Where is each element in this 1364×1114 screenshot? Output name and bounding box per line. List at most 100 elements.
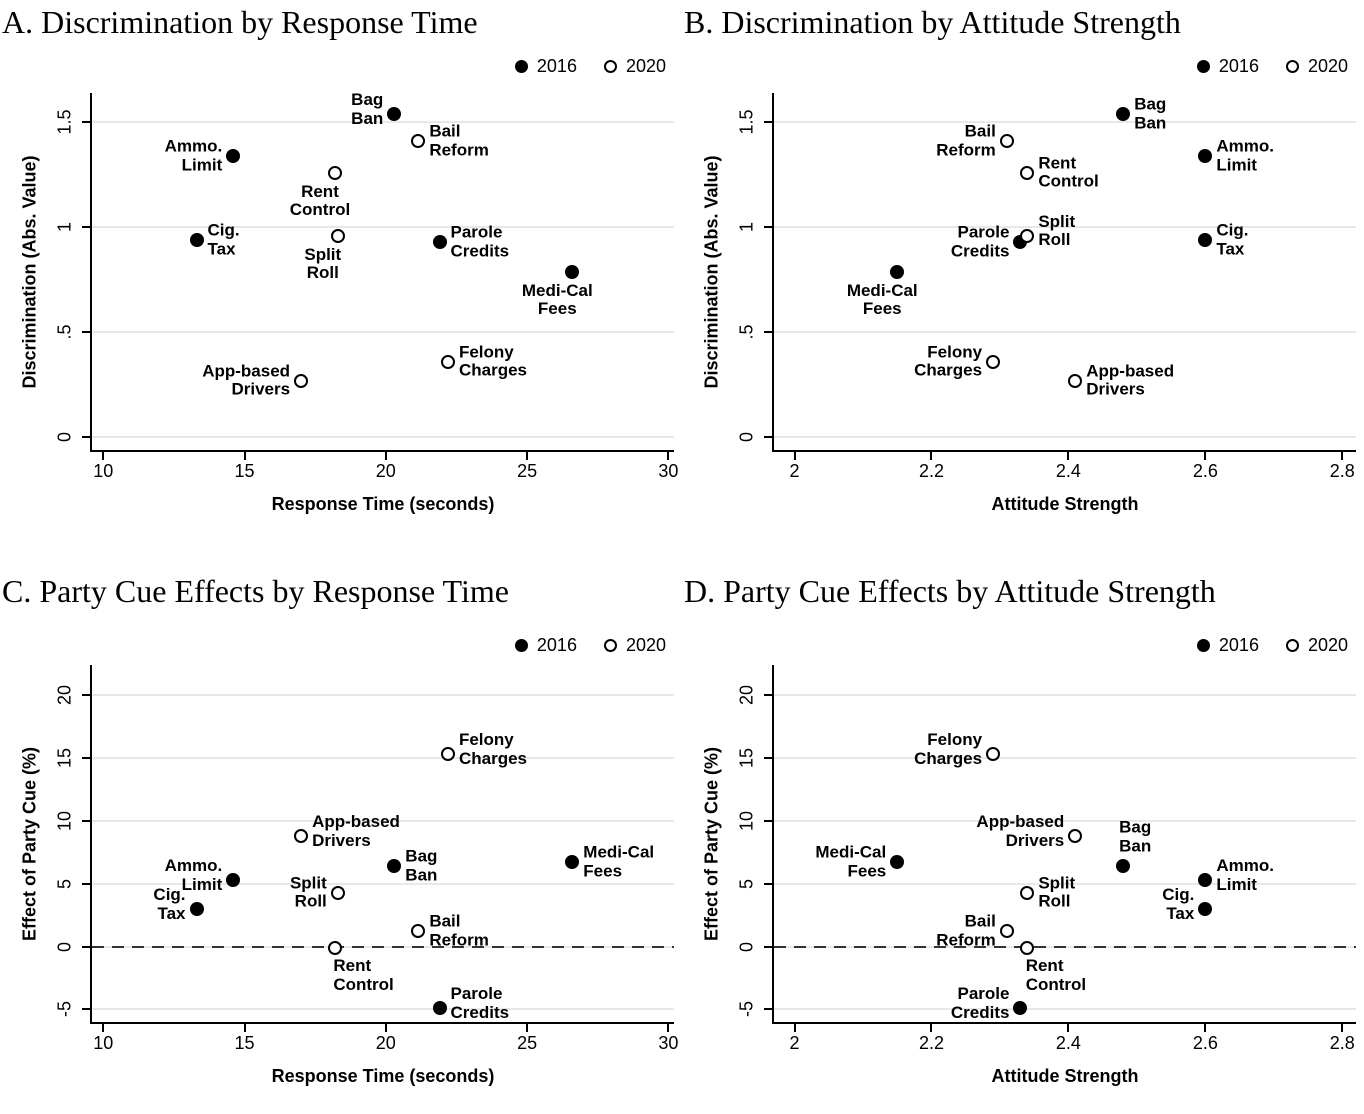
point-label-app-based-drivers: App-based Drivers	[202, 361, 291, 399]
legend-marker-open-circle-icon	[603, 60, 617, 73]
x-tick	[930, 452, 933, 460]
x-tick-label: 2.2	[918, 1033, 944, 1053]
y-axis-title: Discrimination (Abs. Value)	[701, 154, 722, 389]
legend: 2016 2020	[1196, 635, 1348, 656]
y-tick	[764, 694, 772, 697]
y-tick-label: 1	[54, 222, 75, 233]
data-point-app-based-drivers-2020	[1068, 828, 1083, 843]
panel-title: D. Party Cue Effects by Attitude Strengt…	[684, 573, 1216, 609]
data-point-cig-tax-2016	[1198, 901, 1213, 916]
y-gridline	[92, 436, 674, 439]
data-point-parole-credits-2016	[1013, 1001, 1028, 1016]
legend-item-label: 2016	[1218, 635, 1259, 655]
data-point-medi-cal-fees-2016	[565, 264, 580, 279]
point-label-split-roll: Split Roll	[304, 244, 342, 283]
point-label-bag-ban: Bag Ban	[1134, 94, 1167, 132]
y-tick	[764, 819, 772, 822]
point-label-ammo-limit: Ammo. Limit	[164, 136, 223, 174]
legend-marker-open-circle-icon	[1285, 639, 1299, 652]
data-point-felony-charges-2020	[986, 354, 1001, 369]
y-tick-label: .5	[736, 324, 757, 340]
y-tick-label: 0	[54, 432, 75, 443]
x-tick-label: 30	[658, 461, 679, 481]
point-label-medi-cal-fees: Medi-Cal Fees	[521, 280, 593, 319]
x-tick	[1204, 452, 1207, 460]
y-tick-label: 1	[736, 222, 757, 233]
x-tick-label: 2.4	[1055, 461, 1081, 481]
data-point-bag-ban-2016	[387, 107, 402, 121]
y-tick	[82, 945, 90, 948]
point-label-felony-charges: Felony Charges	[914, 730, 983, 769]
y-tick	[82, 1008, 90, 1011]
panel-c-party-cue-response-time: C. Party Cue Effects by Response Time 20…	[0, 557, 682, 1114]
plot-area: 0 .5 1 1.5 10 15 20 25 30 Discrimination (Abs. Va…	[20, 90, 679, 514]
data-point-app-based-drivers-2020	[1068, 373, 1083, 388]
y-gridline	[92, 1008, 674, 1011]
point-label-ammo-limit: Ammo. Limit	[1216, 856, 1274, 894]
point-label-split-roll: Split Roll	[1038, 211, 1076, 250]
point-label-app-based-drivers: App-based Drivers	[312, 812, 400, 850]
y-gridline	[774, 819, 1356, 822]
y-gridline	[92, 819, 674, 822]
point-label-rent-control: Rent Control	[1025, 955, 1087, 994]
y-tick	[82, 331, 90, 334]
x-tick-label: 2.4	[1055, 1033, 1081, 1053]
legend-item-label: 2016	[1218, 56, 1259, 76]
point-label-felony-charges: Felony Charges	[458, 730, 527, 769]
data-point-parole-credits-2016	[432, 235, 447, 250]
y-gridline	[774, 331, 1356, 334]
point-label-medi-cal-fees: Medi-Cal Fees	[846, 280, 918, 319]
legend-item-label: 2020	[1307, 635, 1348, 655]
point-label-bail-reform: Bail Reform	[429, 911, 489, 950]
data-point-split-roll-2020	[330, 885, 345, 900]
x-tick	[1341, 1024, 1344, 1032]
y-tick-label: 0	[736, 941, 757, 952]
panel-title: A. Discrimination by Response Time	[2, 4, 478, 40]
point-label-parole-credits: Parole Credits	[950, 984, 1010, 1022]
y-tick-label: -5	[736, 1001, 757, 1018]
x-tick-label: 2.6	[1192, 461, 1218, 481]
legend-item-2020: 2020	[603, 56, 666, 77]
point-label-bail-reform: Bail Reform	[936, 911, 996, 950]
legend-marker-filled-circle-icon	[1196, 60, 1210, 73]
legend: 2016 2020	[514, 635, 666, 656]
legend-marker-filled-circle-icon	[514, 60, 528, 73]
x-tick-label: 2.8	[1329, 1033, 1355, 1053]
x-tick	[667, 1024, 670, 1032]
y-tick	[764, 757, 772, 760]
x-tick	[667, 452, 670, 460]
point-label-bag-ban: Bag Ban	[351, 90, 384, 128]
x-tick	[1067, 452, 1070, 460]
y-axis-title: Effect of Party Cue (%)	[701, 746, 722, 941]
x-tick	[1204, 1024, 1207, 1032]
legend: 2016 2020	[514, 56, 666, 77]
legend-item-2016: 2016	[514, 56, 577, 77]
y-tick	[764, 121, 772, 124]
y-tick	[82, 694, 90, 697]
y-tick	[82, 121, 90, 124]
y-gridline	[92, 757, 674, 760]
x-tick	[526, 1024, 529, 1032]
data-point-bail-reform-2020	[999, 134, 1014, 149]
y-gridline	[92, 226, 674, 229]
y-tick-label: 15	[54, 748, 75, 769]
x-tick	[793, 452, 796, 460]
legend-item-label: 2020	[1307, 56, 1348, 76]
x-axis-title: Attitude Strength	[991, 1066, 1139, 1086]
point-label-ammo-limit: Ammo. Limit	[1216, 136, 1274, 174]
y-tick-label: 0	[736, 432, 757, 443]
point-label-cig-tax: Cig. Tax	[153, 884, 186, 923]
y-tick-label: 20	[54, 685, 75, 706]
legend-item-label: 2020	[625, 635, 666, 655]
y-tick	[764, 436, 772, 439]
y-tick-label: 10	[54, 810, 75, 831]
legend-item-label: 2016	[536, 56, 577, 76]
y-tick-label: 1.5	[736, 109, 757, 135]
x-axis-title: Response Time (seconds)	[271, 494, 495, 514]
panel-title: B. Discrimination by Attitude Strength	[684, 4, 1181, 40]
data-point-rent-control-2020	[1020, 165, 1035, 180]
x-tick	[243, 1024, 246, 1032]
y-gridline	[92, 121, 674, 124]
x-tick-label: 20	[375, 1033, 396, 1053]
